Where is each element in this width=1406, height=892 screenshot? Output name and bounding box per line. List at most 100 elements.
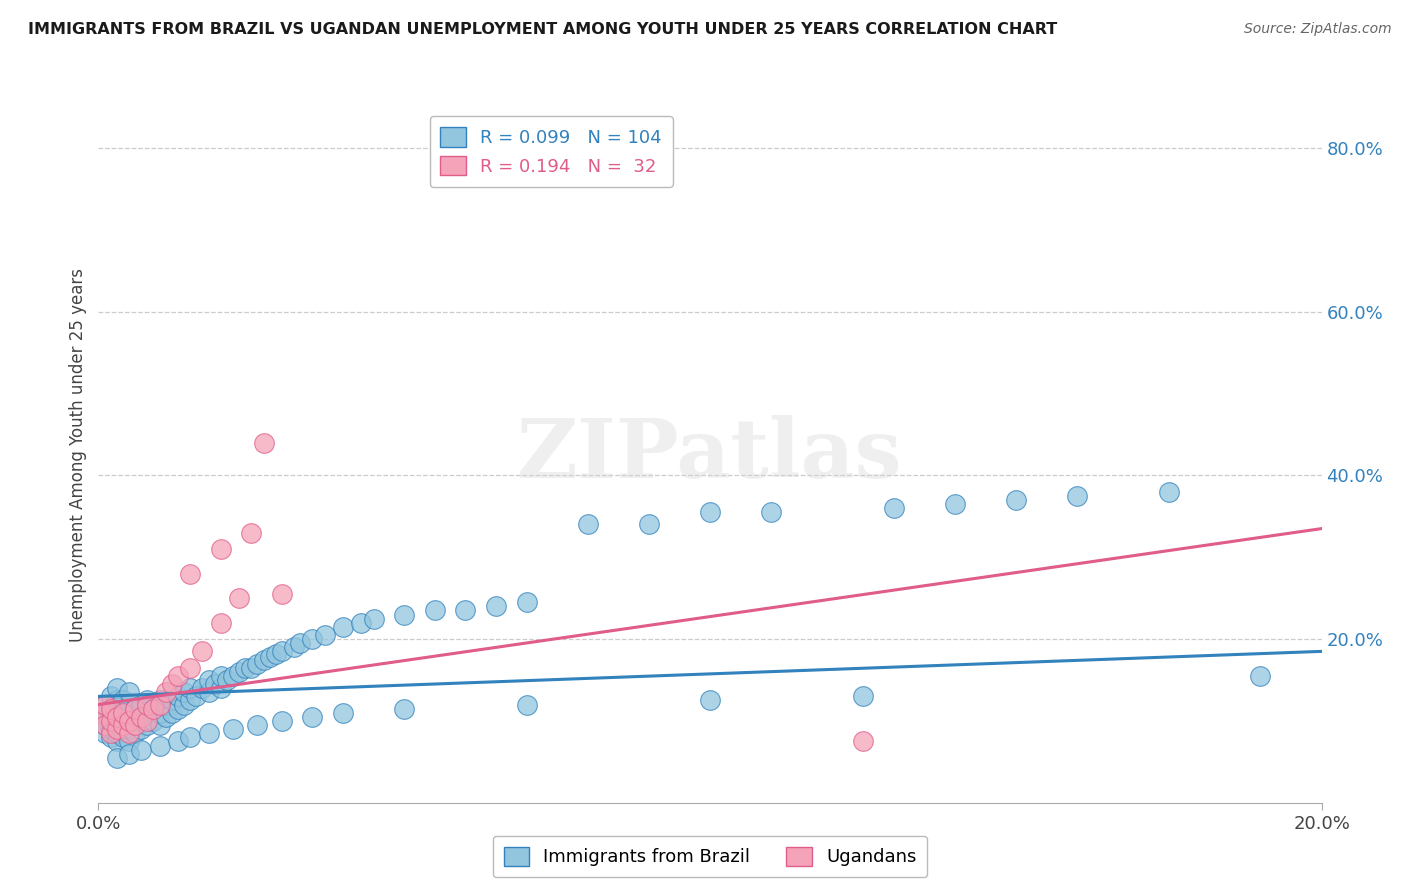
Point	[270, 714, 292, 728]
Point	[209, 615, 232, 630]
Point	[246, 718, 269, 732]
Point	[179, 681, 201, 696]
Point	[332, 706, 354, 720]
Text: Source: ZipAtlas.com: Source: ZipAtlas.com	[1244, 22, 1392, 37]
Point	[179, 731, 201, 745]
Point	[105, 706, 128, 720]
Point	[392, 701, 416, 715]
Point	[105, 710, 128, 724]
Point	[423, 603, 446, 617]
Point	[93, 698, 115, 712]
Point	[215, 673, 238, 687]
Point	[90, 714, 112, 728]
Point	[100, 714, 122, 728]
Point	[118, 734, 141, 748]
Point	[191, 644, 214, 658]
Point	[100, 701, 122, 715]
Text: ZIPatlas: ZIPatlas	[517, 415, 903, 495]
Point	[699, 693, 721, 707]
Point	[93, 706, 115, 720]
Point	[155, 698, 177, 712]
Point	[228, 591, 250, 606]
Point	[118, 726, 141, 740]
Point	[129, 722, 152, 736]
Point	[392, 607, 416, 622]
Point	[129, 710, 152, 724]
Point	[314, 628, 336, 642]
Point	[167, 669, 190, 683]
Point	[852, 734, 875, 748]
Point	[179, 661, 201, 675]
Point	[160, 677, 183, 691]
Point	[167, 734, 190, 748]
Text: IMMIGRANTS FROM BRAZIL VS UGANDAN UNEMPLOYMENT AMONG YOUTH UNDER 25 YEARS CORREL: IMMIGRANTS FROM BRAZIL VS UGANDAN UNEMPL…	[28, 22, 1057, 37]
Point	[1066, 489, 1088, 503]
Point	[637, 517, 661, 532]
Point	[222, 669, 245, 683]
Point	[111, 706, 134, 720]
Point	[129, 698, 152, 712]
Point	[197, 685, 219, 699]
Point	[142, 714, 165, 728]
Point	[136, 714, 159, 728]
Point	[129, 742, 152, 756]
Point	[111, 718, 134, 732]
Point	[246, 657, 269, 671]
Point	[136, 718, 159, 732]
Point	[852, 690, 875, 704]
Point	[699, 505, 721, 519]
Point	[301, 710, 323, 724]
Point	[129, 710, 152, 724]
Point	[142, 701, 165, 715]
Point	[100, 731, 122, 745]
Point	[149, 693, 172, 707]
Point	[264, 647, 287, 661]
Point	[105, 734, 128, 748]
Point	[93, 718, 115, 732]
Point	[142, 701, 165, 715]
Point	[160, 706, 183, 720]
Point	[93, 726, 115, 740]
Point	[167, 701, 190, 715]
Point	[290, 636, 312, 650]
Point	[118, 698, 141, 712]
Point	[124, 701, 146, 715]
Point	[111, 693, 134, 707]
Point	[149, 739, 172, 753]
Point	[105, 681, 128, 696]
Point	[111, 718, 134, 732]
Y-axis label: Unemployment Among Youth under 25 years: Unemployment Among Youth under 25 years	[69, 268, 87, 642]
Point	[124, 726, 146, 740]
Point	[363, 612, 385, 626]
Point	[100, 714, 122, 728]
Legend: Immigrants from Brazil, Ugandans: Immigrants from Brazil, Ugandans	[492, 836, 928, 877]
Point	[252, 652, 274, 666]
Point	[105, 726, 128, 740]
Point	[943, 497, 966, 511]
Point	[93, 718, 115, 732]
Point	[149, 718, 172, 732]
Point	[301, 632, 323, 646]
Point	[100, 690, 122, 704]
Point	[209, 542, 232, 557]
Point	[136, 698, 159, 712]
Point	[118, 685, 141, 699]
Point	[118, 747, 141, 761]
Point	[1004, 492, 1026, 507]
Point	[270, 587, 292, 601]
Point	[209, 681, 232, 696]
Point	[197, 673, 219, 687]
Point	[576, 517, 599, 532]
Point	[124, 701, 146, 715]
Point	[454, 603, 477, 617]
Point	[136, 706, 159, 720]
Point	[516, 698, 538, 712]
Point	[155, 685, 177, 699]
Point	[118, 722, 141, 736]
Point	[149, 706, 172, 720]
Point	[105, 751, 128, 765]
Point	[111, 731, 134, 745]
Point	[173, 685, 195, 699]
Point	[270, 644, 292, 658]
Point	[167, 690, 190, 704]
